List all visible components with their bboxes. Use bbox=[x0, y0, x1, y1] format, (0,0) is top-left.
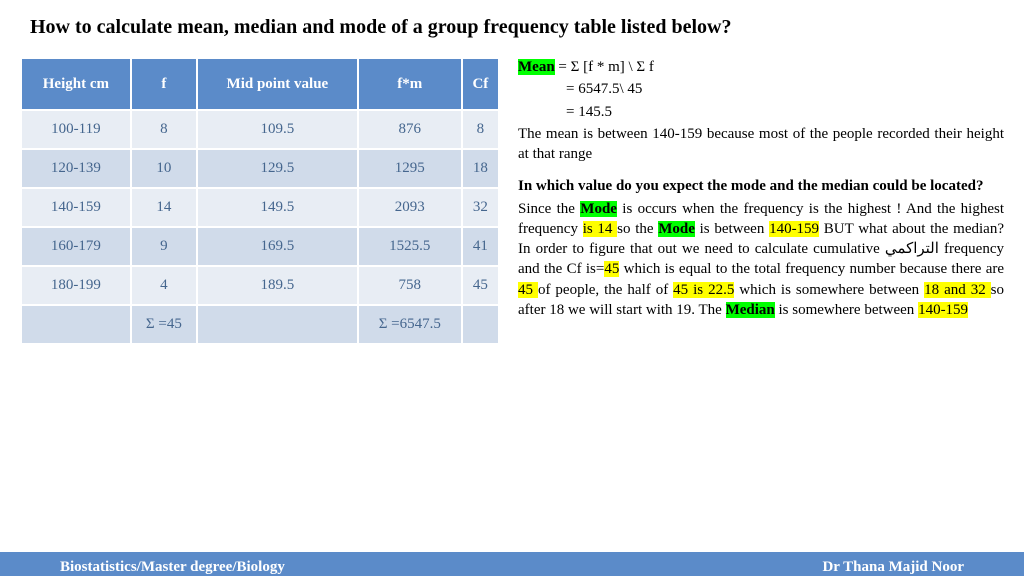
footer-left: Biostatistics/Master degree/Biology bbox=[60, 559, 285, 576]
cell: Σ =45 bbox=[131, 305, 197, 344]
cell: 8 bbox=[131, 110, 197, 149]
body-paragraph: Since the Mode is occurs when the freque… bbox=[518, 199, 1004, 321]
cell: 4 bbox=[131, 266, 197, 305]
table-row: 140-159 14 149.5 2093 32 bbox=[21, 188, 499, 227]
cell: 758 bbox=[358, 266, 462, 305]
table-row: 120-139 10 129.5 1295 18 bbox=[21, 149, 499, 188]
cell: 189.5 bbox=[197, 266, 358, 305]
cell: 32 bbox=[462, 188, 499, 227]
cell: 100-119 bbox=[21, 110, 131, 149]
cell: 876 bbox=[358, 110, 462, 149]
hl-range3: 140-159 bbox=[918, 302, 968, 318]
cell: 2093 bbox=[358, 188, 462, 227]
cell: 1525.5 bbox=[358, 227, 462, 266]
question-text: In which value do you expect the mode an… bbox=[518, 176, 1004, 196]
cell: 160-179 bbox=[21, 227, 131, 266]
text: is somewhere between bbox=[775, 302, 918, 318]
text: is between bbox=[695, 221, 769, 237]
text: Since the bbox=[518, 201, 580, 217]
table-container: Height cm f Mid point value f*m Cf 100-1… bbox=[20, 57, 500, 345]
text: which is equal to the total frequency nu… bbox=[619, 261, 1004, 277]
col-cf: Cf bbox=[462, 58, 499, 110]
mean-step2: = 145.5 bbox=[518, 102, 1004, 122]
cell: 10 bbox=[131, 149, 197, 188]
mode-hl: Mode bbox=[580, 201, 617, 217]
median-hl: Median bbox=[726, 302, 775, 318]
cell: Σ =6547.5 bbox=[358, 305, 462, 344]
cell: 45 bbox=[462, 266, 499, 305]
mode-hl2: Mode bbox=[658, 221, 695, 237]
mean-formula: = Σ [f * m] \ Σ f bbox=[555, 59, 654, 75]
cell: 109.5 bbox=[197, 110, 358, 149]
cell: 41 bbox=[462, 227, 499, 266]
page-title: How to calculate mean, median and mode o… bbox=[0, 0, 1024, 49]
cell bbox=[197, 305, 358, 344]
hl-range2: 18 and 32 bbox=[924, 282, 991, 298]
cell: 140-159 bbox=[21, 188, 131, 227]
table-row-totals: Σ =45 Σ =6547.5 bbox=[21, 305, 499, 344]
cell: 129.5 bbox=[197, 149, 358, 188]
table-row: 180-199 4 189.5 758 45 bbox=[21, 266, 499, 305]
cell: 149.5 bbox=[197, 188, 358, 227]
hl-45b: 45 bbox=[518, 282, 538, 298]
col-midpoint: Mid point value bbox=[197, 58, 358, 110]
cell: 9 bbox=[131, 227, 197, 266]
mean-line-1: Mean = Σ [f * m] \ Σ f bbox=[518, 57, 1004, 77]
cell: 169.5 bbox=[197, 227, 358, 266]
table-header-row: Height cm f Mid point value f*m Cf bbox=[21, 58, 499, 110]
col-fm: f*m bbox=[358, 58, 462, 110]
cell: 14 bbox=[131, 188, 197, 227]
frequency-table: Height cm f Mid point value f*m Cf 100-1… bbox=[20, 57, 500, 345]
footer-bar: Biostatistics/Master degree/Biology Dr T… bbox=[0, 552, 1024, 576]
text: which is somewhere between bbox=[734, 282, 924, 298]
cell: 180-199 bbox=[21, 266, 131, 305]
hl-45a: 45 bbox=[604, 261, 619, 277]
explanation-panel: Mean = Σ [f * m] \ Σ f = 6547.5\ 45 = 14… bbox=[518, 57, 1004, 345]
cell: 18 bbox=[462, 149, 499, 188]
cell bbox=[21, 305, 131, 344]
hl-14: is 14 bbox=[583, 221, 617, 237]
col-f: f bbox=[131, 58, 197, 110]
cell: 120-139 bbox=[21, 149, 131, 188]
cell: 1295 bbox=[358, 149, 462, 188]
table-row: 160-179 9 169.5 1525.5 41 bbox=[21, 227, 499, 266]
mean-step1: = 6547.5\ 45 bbox=[518, 79, 1004, 99]
hl-range1: 140-159 bbox=[769, 221, 819, 237]
col-height: Height cm bbox=[21, 58, 131, 110]
mean-note: The mean is between 140-159 because most… bbox=[518, 124, 1004, 165]
text: so the bbox=[617, 221, 658, 237]
mean-label: Mean bbox=[518, 59, 555, 75]
cell bbox=[462, 305, 499, 344]
text: of people, the half of bbox=[538, 282, 673, 298]
footer-right: Dr Thana Majid Noor bbox=[822, 559, 964, 576]
hl-half: 45 is 22.5 bbox=[673, 282, 734, 298]
cell: 8 bbox=[462, 110, 499, 149]
table-row: 100-119 8 109.5 876 8 bbox=[21, 110, 499, 149]
main-content: Height cm f Mid point value f*m Cf 100-1… bbox=[0, 49, 1024, 345]
